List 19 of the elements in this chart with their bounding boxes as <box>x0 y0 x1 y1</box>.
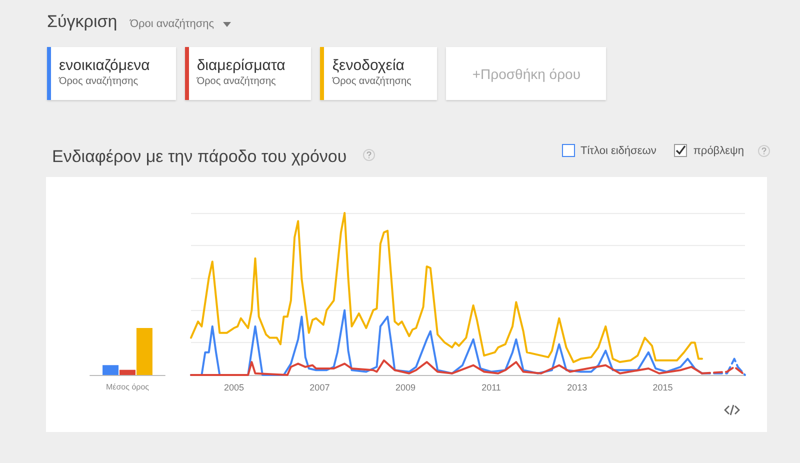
x-tick-label: Μέσος όρος <box>106 382 150 392</box>
text: πρόβλεψη <box>693 144 744 156</box>
text: Σύγκριση <box>47 12 118 32</box>
text: +Προσθήκη όρου <box>446 47 606 100</box>
text: Όρος αναζήτησης <box>196 76 277 87</box>
x-tick-label: 2007 <box>310 382 330 392</box>
text: Όροι αναζήτησης <box>130 18 214 30</box>
x-tick-label: 2015 <box>652 382 673 392</box>
legend-label: ενοικιαζόμενα <box>59 57 150 74</box>
legend-label: διαμερίσματα <box>196 57 286 74</box>
text: Όρος αναζήτησης <box>332 76 412 87</box>
text: Τίτλοι ειδήσεων <box>580 144 656 156</box>
legend-label: ξενοδοχεία <box>332 57 406 74</box>
x-tick-label: 2013 <box>567 382 588 392</box>
text: Όρος αναζήτησης <box>59 76 140 87</box>
x-tick-label: 2005 <box>224 382 244 392</box>
x-tick-label: 2011 <box>482 382 501 392</box>
chart-title: Ενδιαφέρον με την πάροδο του χρόνου <box>52 147 347 166</box>
x-tick-label: 2009 <box>396 382 416 392</box>
